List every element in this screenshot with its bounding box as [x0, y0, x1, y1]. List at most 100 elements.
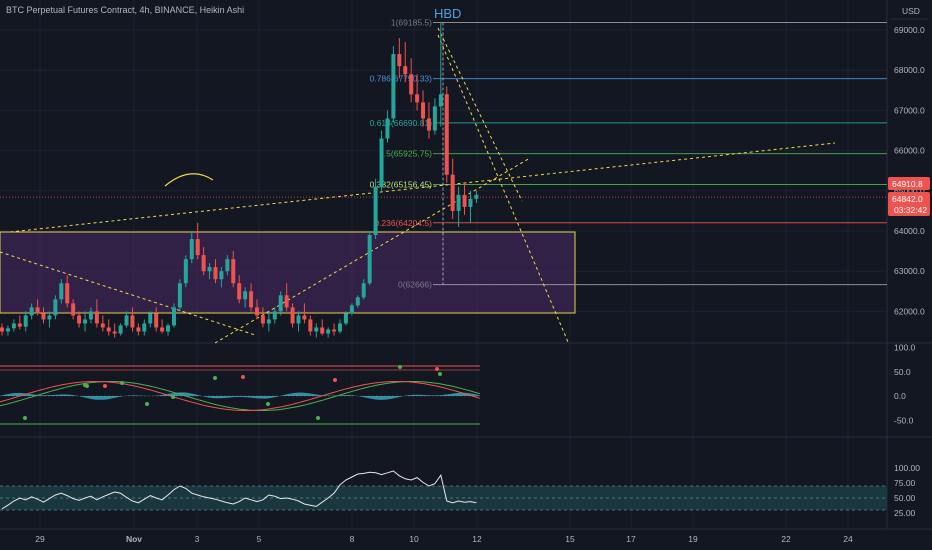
candle-body	[278, 295, 283, 312]
candle-body	[83, 319, 88, 324]
osc-cross-dot	[438, 372, 442, 376]
currency-label: USD	[902, 6, 920, 16]
candle-body	[189, 239, 194, 260]
candle-body	[272, 311, 277, 320]
candle-body	[373, 186, 378, 236]
candle-body	[177, 283, 182, 308]
rsi-axis-label: 100.00	[894, 463, 920, 473]
trendline-falling-steep	[437, 27, 523, 202]
osc-cross-dot	[398, 365, 402, 369]
candle-body	[254, 307, 259, 316]
candle-body	[195, 239, 200, 256]
candle-body	[302, 315, 307, 320]
osc-cross-dot	[266, 402, 270, 406]
osc-cross-dot-red	[241, 375, 245, 379]
osc-axis-label: 50.0	[894, 367, 911, 377]
candle-body	[136, 327, 141, 332]
candle-body	[474, 194, 479, 199]
fib-level-label: 1(69185.5)	[391, 18, 432, 28]
time-axis-label: Nov	[126, 534, 142, 544]
arc-drawing	[164, 173, 214, 187]
candle-body	[35, 307, 40, 314]
osc-wave-line	[0, 381, 481, 411]
trendline-rising	[214, 157, 531, 344]
candle-body	[142, 323, 147, 332]
candle-body	[53, 299, 58, 316]
time-axis-label: 8	[350, 534, 355, 544]
rsi-axis-label: 25.00	[894, 508, 916, 518]
current-price-tag-countdown: 03:32:42	[894, 205, 927, 215]
candle-body	[160, 327, 165, 332]
fib-level-label: 0.5(65925.75)	[379, 149, 432, 159]
candle-body	[266, 319, 271, 324]
osc-cross-dot	[316, 416, 320, 420]
candle-body	[148, 313, 153, 324]
last-price-tag: 64910.8	[892, 179, 923, 189]
candle-body	[213, 267, 218, 280]
candle-body	[249, 291, 254, 308]
candle-body	[29, 307, 34, 316]
candle-body	[77, 315, 82, 324]
candle-body	[225, 259, 230, 272]
osc-cross-dot	[145, 402, 149, 406]
candle-body	[183, 259, 188, 284]
price-axis-label: 63000.0	[894, 266, 925, 276]
osc-axis-label: 100.0	[894, 343, 916, 353]
candle-body	[154, 313, 159, 328]
chart-title: BTC Perpetual Futures Contract, 4h, BINA…	[6, 5, 245, 15]
osc-cross-dot	[23, 416, 27, 420]
candle-body	[385, 118, 390, 139]
time-axis-label: 29	[35, 534, 45, 544]
osc-cross-dot-red	[103, 384, 107, 388]
candle-body	[5, 328, 10, 332]
candle-body	[397, 54, 402, 67]
candle-body	[47, 315, 52, 320]
trendline-falling-right	[437, 34, 569, 343]
time-axis-label: 10	[409, 534, 419, 544]
osc-cross-dot	[213, 376, 217, 380]
candle-body	[462, 194, 467, 207]
candle-body	[23, 315, 28, 327]
time-axis-label: 5	[257, 534, 262, 544]
candle-body	[11, 323, 16, 329]
rsi-axis-label: 50.00	[894, 493, 916, 503]
candle-body	[326, 329, 331, 334]
candle-body	[426, 118, 431, 131]
candle-body	[308, 319, 313, 332]
candle-body	[438, 94, 443, 107]
candle-body	[59, 283, 64, 300]
candle-body	[124, 315, 129, 326]
candle-body	[409, 74, 414, 95]
price-axis-label: 69000.0	[894, 25, 925, 35]
candle-body	[432, 106, 437, 131]
price-axis-label: 65000.0	[894, 186, 925, 196]
trendline-long-rising	[9, 142, 836, 233]
candle-body	[243, 291, 248, 300]
current-price-tag-bg	[888, 192, 930, 216]
fib-level-label: 0.382(65156.45)	[370, 180, 433, 190]
candle-body	[112, 331, 117, 334]
candle-body	[41, 313, 46, 320]
candle-body	[106, 327, 111, 332]
candle-body	[260, 315, 265, 324]
candle-body	[343, 313, 348, 324]
time-axis-label: 22	[781, 534, 791, 544]
fib-level-label: 0(62666)	[398, 280, 432, 290]
candle-body	[0, 327, 4, 332]
candle-body	[171, 307, 176, 326]
candle-body	[130, 315, 135, 328]
candle-body	[17, 323, 22, 327]
candle-body	[421, 102, 426, 119]
rsi-line	[1, 470, 477, 510]
candle-body	[415, 94, 420, 103]
candle-body	[65, 283, 70, 304]
osc-cross-dot	[120, 381, 124, 385]
candle-body	[332, 329, 337, 332]
osc-cross-dot	[171, 395, 175, 399]
price-axis-label: 66000.0	[894, 146, 925, 156]
candle-body	[320, 327, 325, 334]
candle-body	[94, 311, 99, 324]
candle-body	[166, 325, 171, 332]
time-axis-label: 24	[843, 534, 853, 544]
